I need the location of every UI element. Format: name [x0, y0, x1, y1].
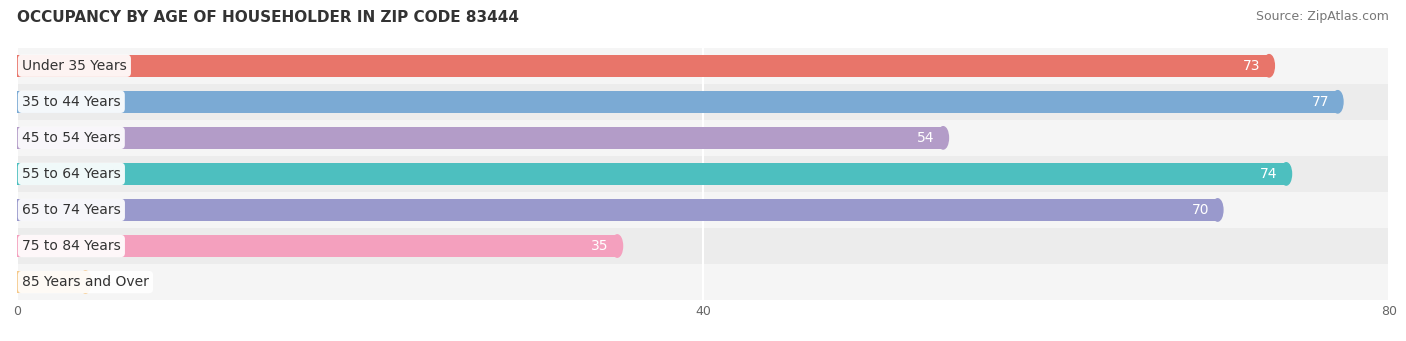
Bar [17, 199, 1218, 221]
Bar [17, 271, 86, 293]
Circle shape [1333, 91, 1343, 113]
Circle shape [1264, 55, 1274, 77]
Bar [17, 264, 1389, 300]
Text: OCCUPANCY BY AGE OF HOUSEHOLDER IN ZIP CODE 83444: OCCUPANCY BY AGE OF HOUSEHOLDER IN ZIP C… [17, 10, 519, 25]
Text: 55 to 64 Years: 55 to 64 Years [22, 167, 121, 181]
Text: Under 35 Years: Under 35 Years [22, 59, 127, 73]
Text: 35 to 44 Years: 35 to 44 Years [22, 95, 121, 109]
Bar [17, 55, 1270, 77]
Bar [17, 192, 1389, 228]
Bar [17, 163, 1286, 185]
Bar [17, 91, 1337, 113]
Text: 75 to 84 Years: 75 to 84 Years [22, 239, 121, 253]
Bar [17, 84, 1389, 120]
Circle shape [1281, 163, 1292, 185]
Bar [17, 127, 943, 149]
Circle shape [80, 271, 91, 293]
Bar [17, 235, 617, 257]
Text: 73: 73 [1243, 59, 1261, 73]
Text: 4: 4 [103, 275, 111, 289]
Bar [17, 120, 1389, 156]
Text: 65 to 74 Years: 65 to 74 Years [22, 203, 121, 217]
Text: 77: 77 [1312, 95, 1329, 109]
Bar [17, 156, 1389, 192]
Text: 45 to 54 Years: 45 to 54 Years [22, 131, 121, 145]
Text: 74: 74 [1260, 167, 1278, 181]
Bar [17, 48, 1389, 84]
Circle shape [938, 127, 949, 149]
Circle shape [1212, 199, 1223, 221]
Text: 85 Years and Over: 85 Years and Over [22, 275, 149, 289]
Text: 35: 35 [591, 239, 609, 253]
Text: Source: ZipAtlas.com: Source: ZipAtlas.com [1256, 10, 1389, 23]
Bar [17, 228, 1389, 264]
Circle shape [612, 235, 623, 257]
Text: 70: 70 [1191, 203, 1209, 217]
Text: 54: 54 [917, 131, 935, 145]
